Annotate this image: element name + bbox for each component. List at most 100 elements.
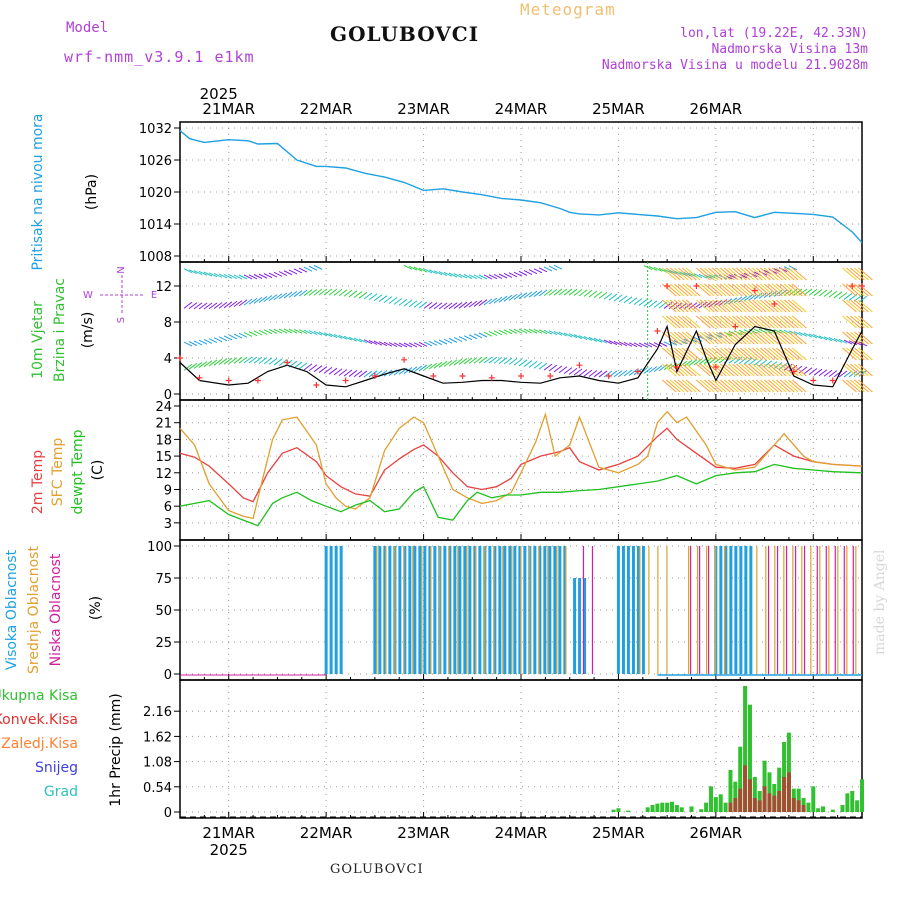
wind-barb — [488, 297, 498, 305]
wind-barb — [648, 300, 658, 308]
wind-barb — [233, 300, 243, 308]
x-bottom-tick-label: 24MAR — [495, 824, 548, 842]
wind-barb — [568, 333, 578, 339]
wind-storm-barb — [724, 379, 739, 393]
wind-barb — [748, 358, 758, 366]
wind-storm-barb — [784, 331, 799, 345]
wind-storm-barb — [740, 283, 755, 297]
wind-gust-mark — [459, 373, 466, 379]
wind-storm-barb — [724, 283, 739, 297]
wind-barb — [323, 366, 333, 374]
wind-storm-barb — [696, 347, 711, 361]
wind-storm-barb — [756, 299, 771, 313]
page-title: GOLUBOVCI — [330, 22, 480, 46]
wind-storm-barb — [854, 379, 869, 393]
wind-barb — [548, 265, 558, 271]
wind-storm-barb — [673, 347, 689, 361]
wind-barb — [843, 293, 853, 300]
wind-barb — [663, 268, 673, 274]
wind-storm-barb — [704, 315, 719, 329]
precip-bar-0 — [855, 800, 860, 812]
wind-storm-barb — [748, 299, 763, 313]
wind-barb — [573, 334, 583, 340]
wind-gust-mark — [673, 364, 680, 370]
wind-storm-barb — [685, 347, 701, 361]
wind-barb — [263, 357, 273, 365]
wind-barb — [548, 364, 558, 372]
precip-bar-0 — [611, 809, 616, 812]
wind-barb — [693, 336, 703, 342]
wind-storm-barb — [788, 379, 803, 393]
wind-storm-barb — [748, 315, 763, 329]
wind-barb — [338, 289, 348, 297]
wind-storm-barb — [732, 267, 747, 281]
wind-barb — [313, 365, 323, 373]
precip-legend-item: Grad — [44, 784, 78, 800]
precip-bar-0 — [752, 777, 757, 812]
wind-barb — [558, 331, 568, 337]
wind-barb — [348, 290, 358, 298]
elevation: Nadmorska Visina 13m — [711, 42, 868, 57]
wind-speed-line — [179, 324, 863, 388]
wind-ytick-label: 12 — [155, 280, 172, 295]
pressure-ytick-label: 1008 — [139, 250, 172, 265]
wind-barb — [193, 270, 203, 275]
wind-gust-mark — [313, 382, 320, 388]
precip-bar-0 — [723, 802, 728, 812]
coordinates: lon,lat (19.22E, 42.33N) — [680, 26, 868, 41]
wind-barb — [463, 335, 473, 341]
wind-gust-mark — [654, 328, 661, 334]
wind-ytick-label: 4 — [164, 352, 172, 367]
wind-gust-mark — [576, 362, 583, 369]
wind-storm-barb — [780, 379, 795, 393]
wind-barb — [558, 366, 568, 374]
wind-barb — [233, 274, 243, 280]
wind-barb — [613, 340, 623, 346]
wind-storm-barb — [700, 299, 715, 313]
precip-bar-1 — [772, 795, 777, 812]
wind-storm-barb — [685, 283, 701, 297]
temperature-ytick-label: 15 — [155, 450, 172, 465]
wind-barb — [538, 289, 548, 297]
wind-barb — [293, 328, 303, 334]
wind-storm-barb — [756, 331, 771, 345]
product-label: Meteogram — [520, 0, 616, 19]
wind-storm-barb — [685, 267, 701, 281]
precip-legend-item: Konvek.Kisa — [0, 712, 78, 728]
wind-storm-barb — [792, 379, 807, 393]
wind-barb — [818, 335, 828, 341]
wind-barb — [513, 293, 523, 300]
precip-bar-1 — [762, 786, 767, 812]
wind-barb — [553, 365, 563, 373]
wind-barb — [203, 338, 213, 344]
wind-barb — [363, 370, 373, 378]
wind-gust-mark — [177, 355, 183, 361]
wind-barb — [763, 328, 773, 334]
wind-storm-barb — [677, 283, 693, 297]
wind-storm-barb — [784, 315, 799, 329]
wind-barb — [543, 363, 553, 371]
wind-storm-barb — [681, 379, 697, 393]
wind-barb — [363, 339, 373, 345]
wind-storm-barb — [772, 331, 787, 345]
wind-storm-barb — [780, 331, 795, 345]
precip-bar-0 — [840, 805, 845, 812]
wind-storm-barb — [708, 379, 723, 393]
wind-storm-barb — [780, 315, 795, 329]
wind-barb — [828, 370, 838, 377]
wind-barb — [373, 294, 383, 302]
wind-barb — [313, 264, 323, 270]
wind-storm-barb — [752, 267, 767, 281]
wind-barb — [838, 338, 848, 344]
wind-barb — [253, 330, 263, 336]
wind-barb — [303, 266, 313, 272]
wind-gust-mark — [693, 283, 700, 289]
wind-storm-barb — [760, 267, 775, 281]
temp-ylabel-1: 2m Temp — [30, 450, 46, 514]
wind-storm-barb — [716, 331, 731, 345]
wind-storm-barb — [854, 331, 869, 345]
wind-storm-barb — [842, 283, 857, 297]
wind-storm-barb — [792, 267, 807, 281]
precip-bar-0 — [767, 772, 772, 812]
